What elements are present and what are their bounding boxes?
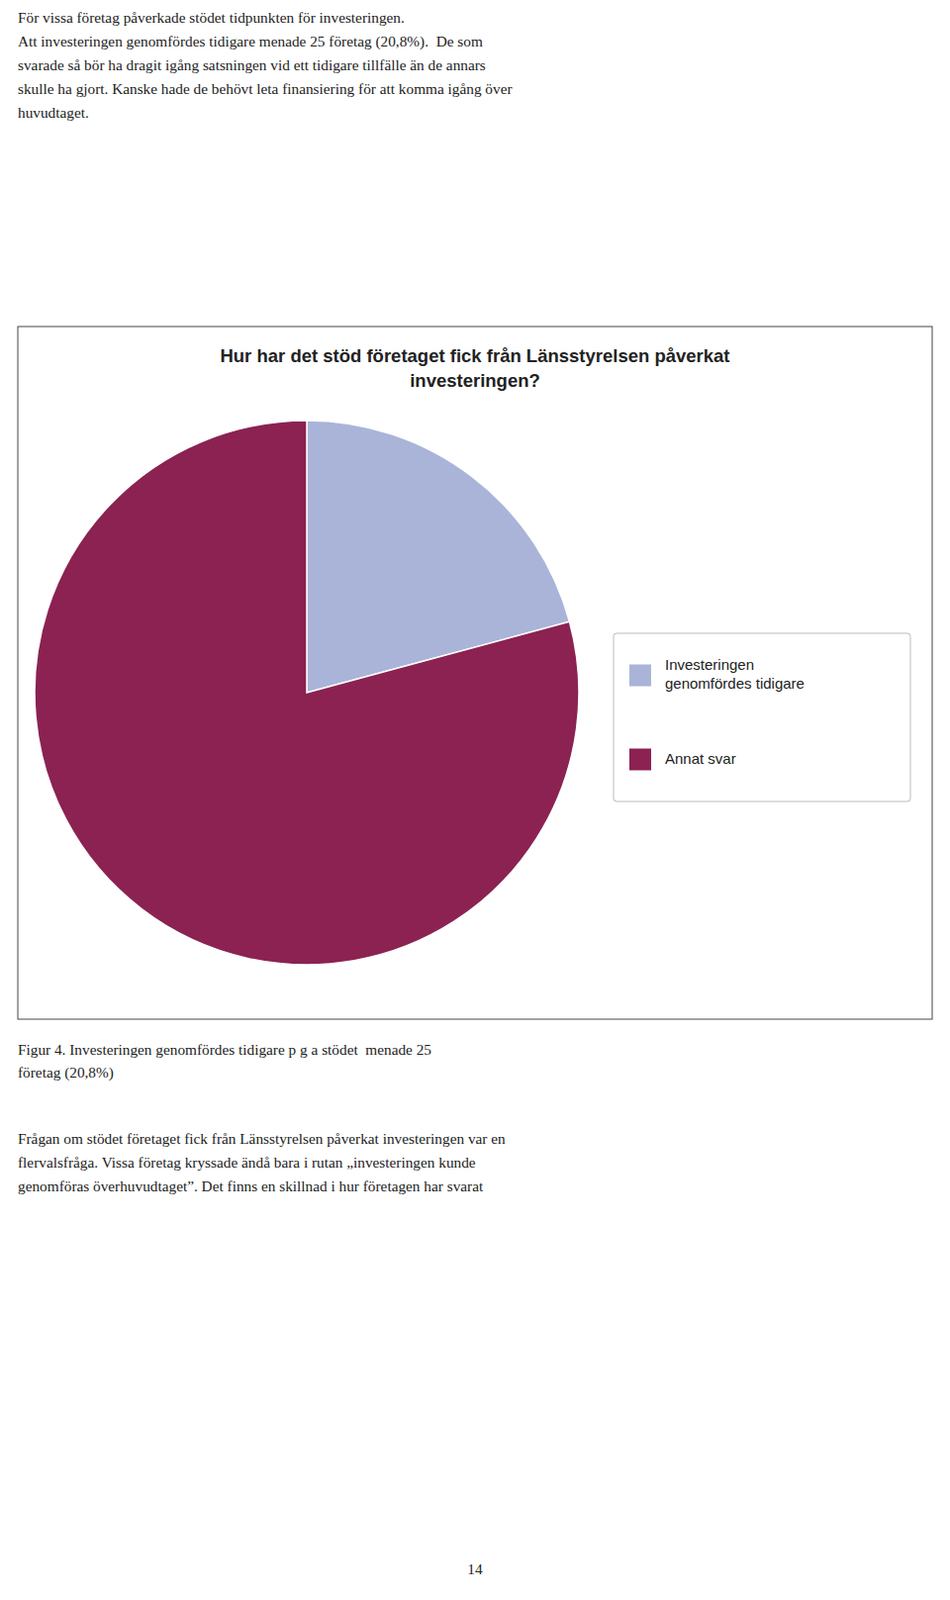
page-number: 14 <box>467 1560 483 1578</box>
caption: Figur 4. Investeringen genomfördes tidig… <box>17 1041 432 1082</box>
legend-label: Annat svar <box>665 749 737 766</box>
pie <box>34 420 579 965</box>
chart-title: Hur har det stöd företaget fick från Län… <box>219 345 730 391</box>
legend-frame <box>613 633 911 802</box>
body-text-bottom: Frågan om stödet företaget fick från Län… <box>17 1130 506 1195</box>
legend-swatch <box>629 665 652 687</box>
page: För vissa företag påverkade stödet tidpu… <box>0 0 950 1600</box>
body-text-top: För vissa företag påverkade stödet tidpu… <box>17 8 513 121</box>
legend: Investeringengenomfördes tidigare Annat s… <box>613 633 911 802</box>
pie-slice <box>34 420 579 965</box>
legend-label: Investeringengenomfördes tidigare <box>665 656 805 692</box>
legend-swatch <box>629 749 652 771</box>
chart-frame <box>17 326 933 1020</box>
